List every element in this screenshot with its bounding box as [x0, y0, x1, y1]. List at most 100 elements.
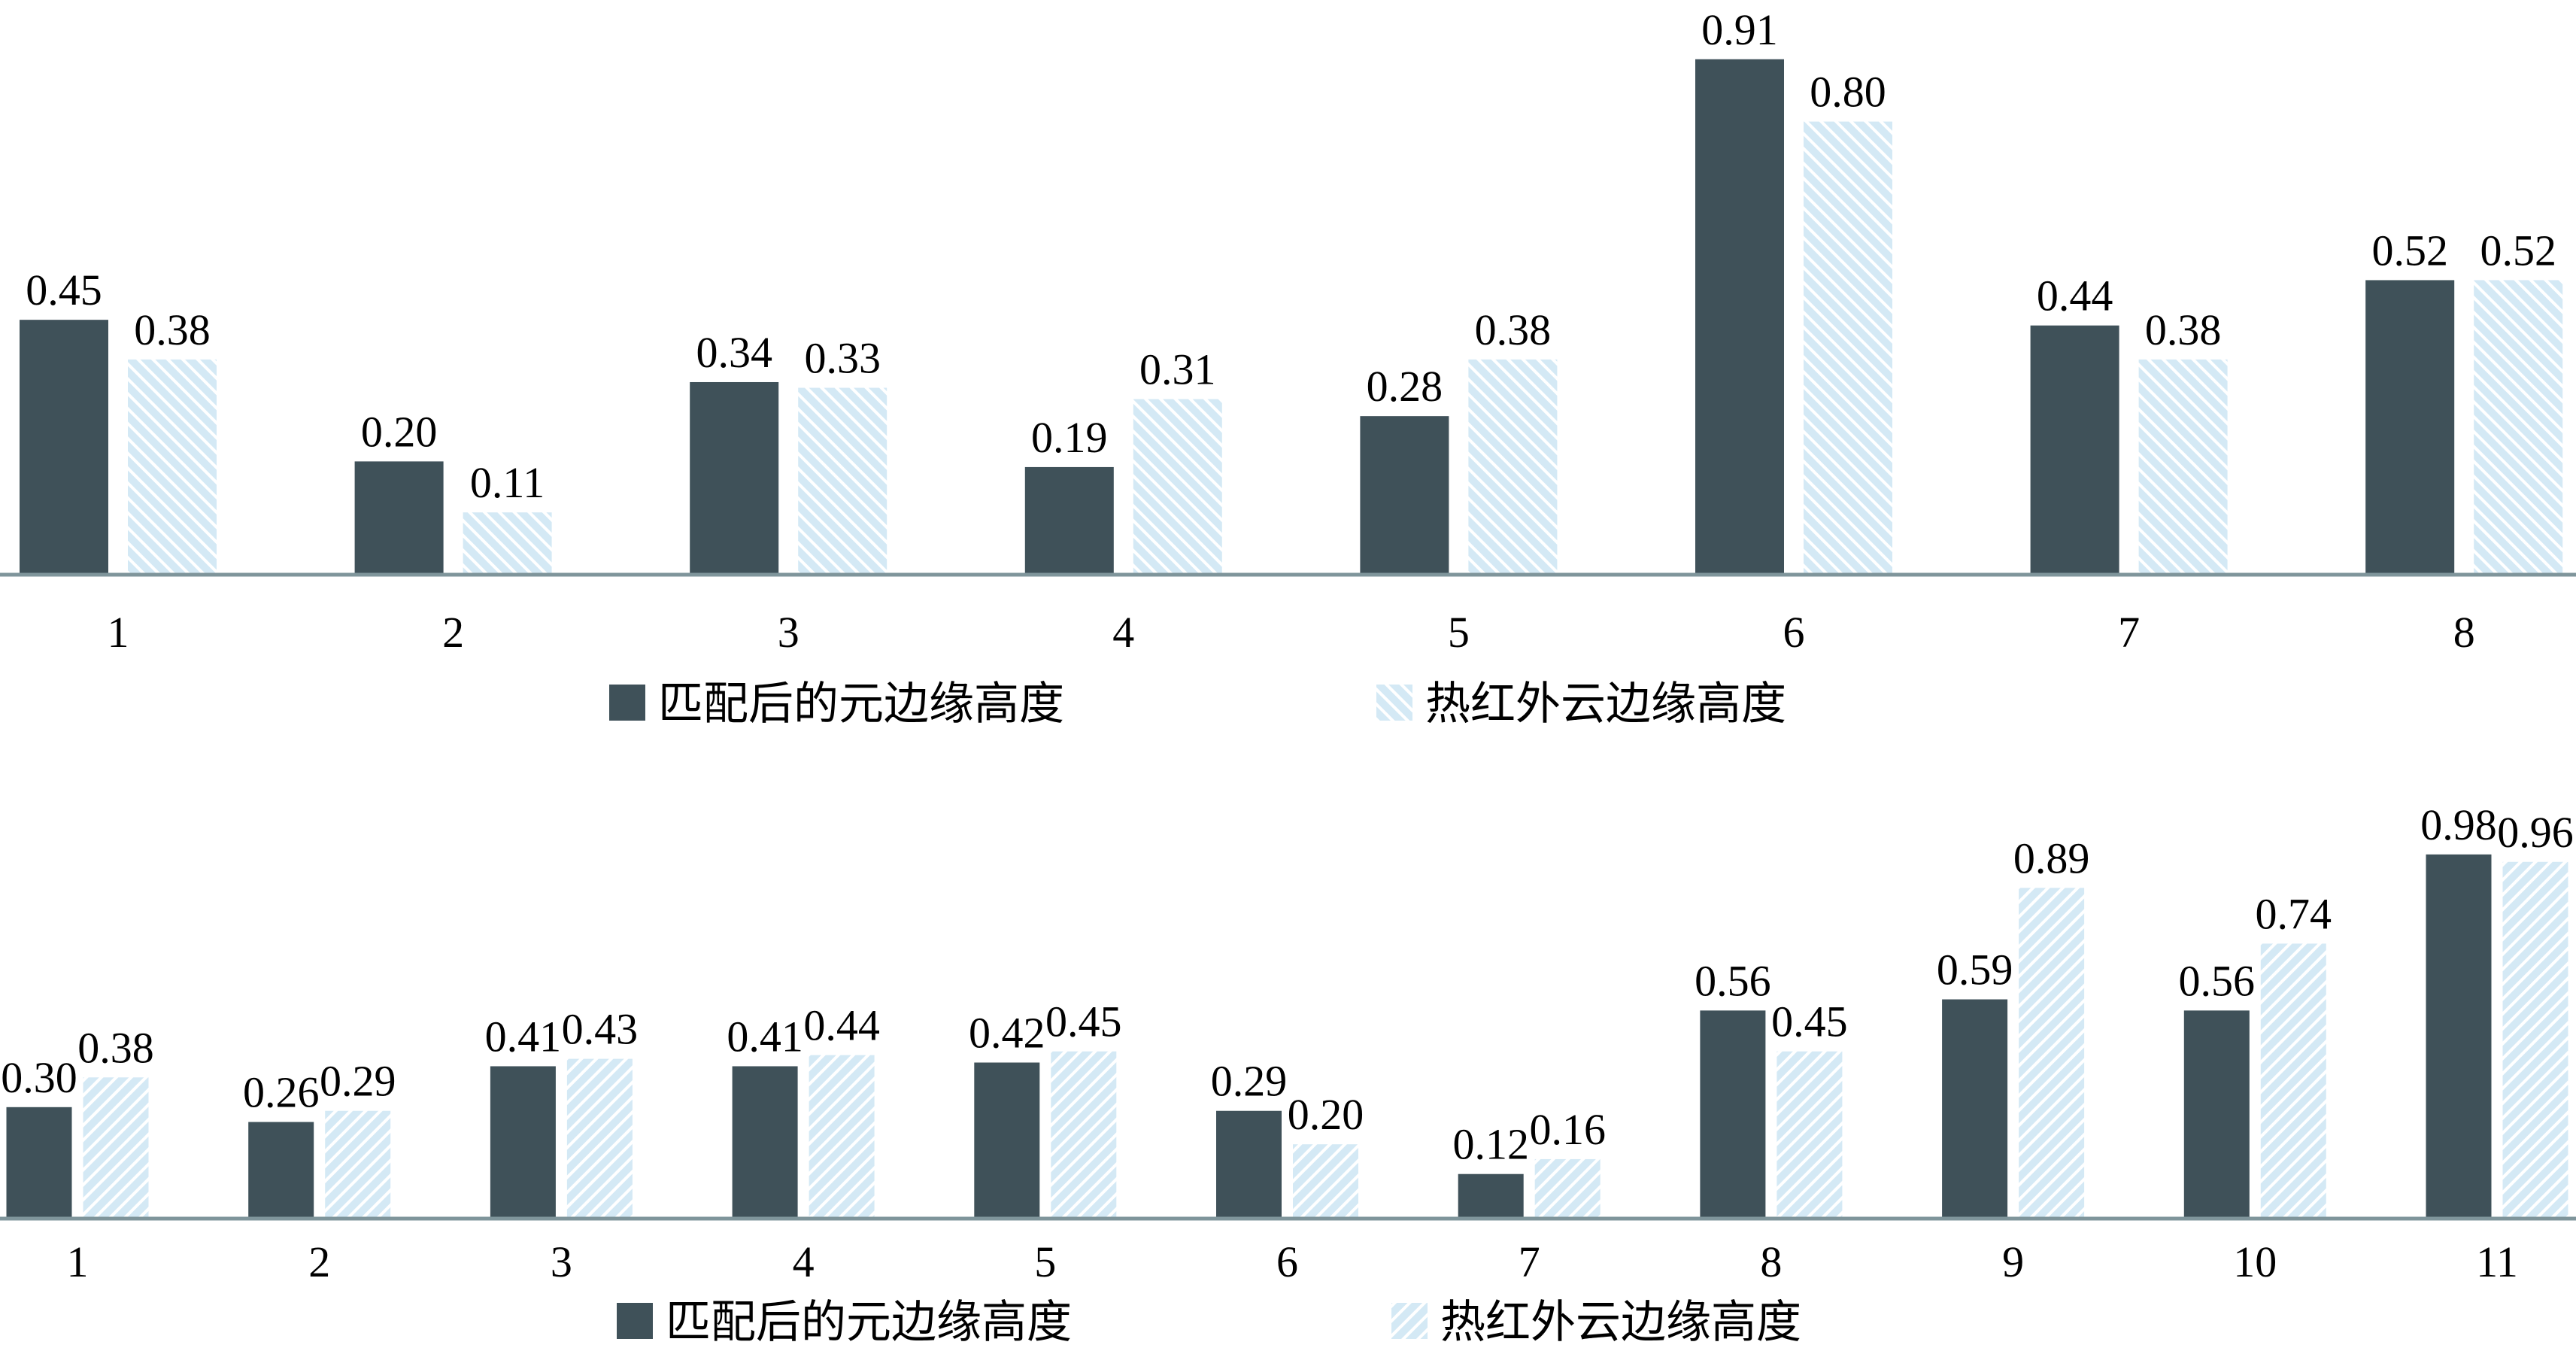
data-label: 0.12: [1452, 1120, 1529, 1169]
bar-infrared-6: [1804, 121, 1892, 575]
bar-matched-11: [2426, 854, 2492, 1219]
data-label: 0.41: [727, 1012, 803, 1061]
bar-infrared-7: [2138, 359, 2228, 575]
bar-infrared-3: [798, 387, 887, 575]
x-tick-label: 5: [1034, 1237, 1056, 1286]
bar-infrared-4: [809, 1055, 875, 1219]
data-label: 0.56: [1695, 956, 1771, 1005]
legend-label: 匹配后的元边缘高度: [666, 1298, 1072, 1347]
data-label: 0.80: [1810, 68, 1886, 117]
data-label: 0.31: [1139, 345, 1216, 394]
data-label: 0.91: [1701, 5, 1778, 54]
bar-infrared-8: [1776, 1051, 1843, 1219]
bar-infrared-5: [1051, 1051, 1117, 1219]
data-label: 0.45: [1045, 997, 1122, 1046]
bar-matched-8: [1700, 1010, 1766, 1219]
legend-label: 匹配后的元边缘高度: [658, 679, 1064, 729]
data-label: 0.59: [1937, 946, 2013, 994]
data-label: 0.52: [2480, 226, 2556, 275]
bar-infrared-5: [1468, 359, 1558, 575]
bar-infrared-2: [463, 512, 552, 575]
data-label: 0.29: [1211, 1057, 1288, 1106]
legend-swatch: [1391, 1303, 1428, 1339]
data-label: 0.96: [2497, 808, 2574, 857]
bar-matched-2: [248, 1122, 314, 1219]
data-label: 0.45: [1771, 997, 1848, 1046]
x-tick-label: 8: [2453, 608, 2475, 657]
data-label: 0.29: [320, 1057, 396, 1106]
data-label: 0.34: [696, 328, 772, 377]
data-label: 0.16: [1529, 1105, 1606, 1154]
bar-matched-4: [1024, 466, 1114, 575]
bar-matched-8: [2365, 280, 2455, 575]
bar-matched-1: [6, 1107, 72, 1219]
data-label: 0.42: [969, 1009, 1045, 1058]
data-label: 0.38: [2145, 305, 2222, 354]
bar-infrared-8: [2474, 280, 2563, 575]
data-label: 0.38: [1475, 305, 1552, 354]
data-label: 0.11: [470, 458, 545, 507]
x-tick-label: 7: [2118, 608, 2140, 657]
data-label: 0.56: [2179, 956, 2256, 1005]
x-tick-label: 5: [1448, 608, 1470, 657]
bar-matched-9: [1942, 999, 2008, 1219]
bar-matched-2: [354, 461, 444, 575]
x-tick-label: 1: [67, 1237, 89, 1286]
bar-infrared-4: [1133, 399, 1222, 575]
x-tick-label: 6: [1276, 1237, 1298, 1286]
x-tick-label: 11: [2476, 1237, 2518, 1286]
data-label: 0.20: [1288, 1090, 1364, 1139]
data-label: 0.44: [803, 1001, 880, 1050]
data-label: 0.52: [2371, 226, 2448, 275]
data-label: 0.43: [562, 1005, 639, 1054]
bar-infrared-10: [2260, 943, 2326, 1219]
x-tick-label: 8: [1760, 1237, 1782, 1286]
bar-infrared-11: [2502, 861, 2568, 1219]
bar-matched-4: [732, 1066, 798, 1219]
bar-infrared-9: [2019, 888, 2085, 1219]
bar-matched-3: [490, 1066, 556, 1219]
bar-infrared-6: [1293, 1144, 1358, 1219]
bar-matched-5: [1360, 416, 1449, 575]
bar-infrared-7: [1534, 1158, 1601, 1219]
data-label: 0.45: [26, 266, 102, 314]
bar-matched-3: [690, 381, 779, 575]
bar-matched-10: [2183, 1010, 2250, 1219]
bar-matched-5: [974, 1062, 1040, 1219]
bar-matched-1: [20, 320, 108, 575]
data-label: 0.89: [2013, 833, 2090, 882]
bar-matched-6: [1695, 59, 1784, 575]
bar-infrared-1: [83, 1077, 149, 1219]
data-label: 0.30: [1, 1053, 77, 1102]
x-tick-label: 7: [1519, 1237, 1540, 1286]
bar-infrared-1: [128, 359, 217, 575]
x-tick-label: 3: [551, 1237, 572, 1286]
data-label: 0.20: [361, 407, 438, 456]
legend-label: 热红外云边缘高度: [1440, 1298, 1801, 1347]
x-tick-label: 2: [308, 1237, 330, 1286]
legend-label: 热红外云边缘高度: [1425, 679, 1786, 729]
data-label: 0.98: [2420, 800, 2497, 849]
legend-swatch: [1376, 685, 1412, 721]
x-tick-label: 2: [442, 608, 464, 657]
x-tick-label: 4: [793, 1237, 815, 1286]
data-label: 0.26: [243, 1068, 320, 1117]
x-tick-label: 4: [1112, 608, 1134, 657]
x-tick-label: 9: [2002, 1237, 2024, 1286]
data-label: 0.28: [1367, 362, 1443, 411]
data-label: 0.41: [485, 1012, 562, 1061]
x-tick-label: 3: [778, 608, 800, 657]
data-label: 0.33: [804, 334, 881, 383]
legend-swatch: [609, 685, 645, 721]
bar-matched-6: [1216, 1110, 1282, 1219]
bar-matched-7: [1458, 1173, 1524, 1219]
bar-infrared-3: [566, 1058, 633, 1219]
data-label: 0.38: [77, 1023, 154, 1072]
data-label: 0.44: [2037, 272, 2113, 320]
chart-top: 0.45 0.38 1 0.20 0.11 2 0.34 0.33 3 0.19 0.31 4 0.28…: [0, 5, 2576, 729]
data-label: 0.74: [2256, 889, 2332, 938]
x-tick-label: 10: [2233, 1237, 2277, 1286]
x-tick-label: 1: [108, 608, 129, 657]
